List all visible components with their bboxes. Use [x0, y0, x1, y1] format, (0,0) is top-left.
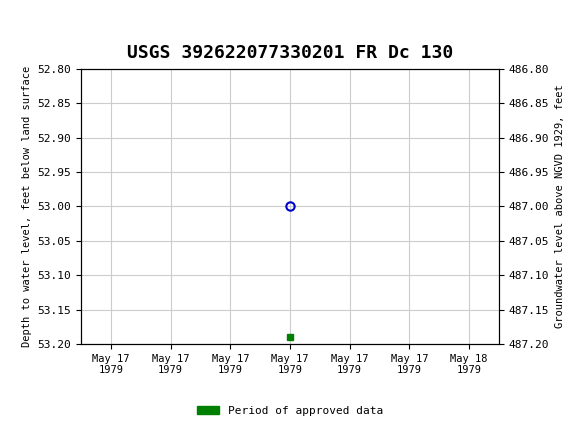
Text: USGS 392622077330201 FR Dc 130: USGS 392622077330201 FR Dc 130 [127, 44, 453, 62]
Legend: Period of approved data: Period of approved data [193, 401, 387, 420]
Bar [6, 5, 32, 46]
Y-axis label: Groundwater level above NGVD 1929, feet: Groundwater level above NGVD 1929, feet [554, 85, 564, 328]
FancyBboxPatch shape [6, 5, 64, 46]
Text: USGS: USGS [38, 16, 97, 35]
Y-axis label: Depth to water level, feet below land surface: Depth to water level, feet below land su… [22, 66, 32, 347]
